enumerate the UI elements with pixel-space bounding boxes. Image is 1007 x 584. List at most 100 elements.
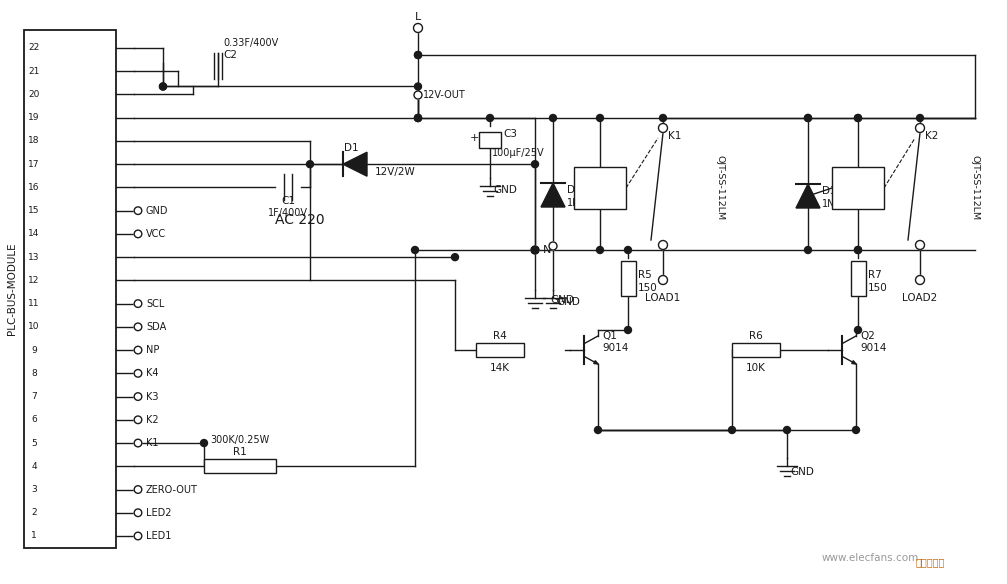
Text: 22: 22 [28,43,39,53]
Bar [832,167,884,209]
Text: 12: 12 [28,276,39,285]
Text: K2: K2 [925,131,939,141]
Text: C2: C2 [223,50,237,60]
Text: L: L [415,12,421,22]
Text: GND: GND [790,467,814,477]
Text: ZERO-OUT: ZERO-OUT [146,485,197,495]
Text: LOAD1: LOAD1 [645,293,681,303]
Circle shape [855,246,862,253]
Circle shape [134,207,142,214]
Circle shape [134,486,142,493]
Text: 9014: 9014 [602,343,628,353]
Text: Q1: Q1 [602,331,617,341]
Circle shape [415,114,422,121]
Text: 2: 2 [31,508,37,517]
Circle shape [134,323,142,331]
Bar [851,260,865,296]
Circle shape [853,426,860,433]
Circle shape [134,439,142,447]
Circle shape [415,51,422,58]
Text: 7: 7 [31,392,37,401]
Text: K3: K3 [146,391,158,402]
Bar [732,343,780,357]
Text: 14K: 14K [490,363,510,373]
Text: R7: R7 [868,270,882,280]
Text: 100μF/25V: 100μF/25V [492,148,545,158]
Text: NP: NP [146,345,159,355]
Text: K1: K1 [146,438,158,448]
Circle shape [415,114,422,121]
Text: 150: 150 [868,283,888,293]
Text: PLC-BUS-MODULE: PLC-BUS-MODULE [7,243,17,335]
Text: 18: 18 [28,137,39,145]
Circle shape [805,246,812,253]
Text: 14: 14 [28,230,39,238]
Text: 15: 15 [28,206,39,215]
Circle shape [415,114,422,121]
Circle shape [728,426,735,433]
Circle shape [915,241,924,249]
Circle shape [596,246,603,253]
Circle shape [134,509,142,517]
Text: 9: 9 [31,346,37,354]
Polygon shape [343,152,367,176]
Bar [574,167,626,209]
Text: SCL: SCL [146,298,164,308]
Circle shape [134,532,142,540]
Text: 1N4148: 1N4148 [567,198,605,208]
Text: 13: 13 [28,253,39,262]
Bar [620,260,635,296]
Circle shape [550,114,557,121]
Text: 12V-OUT: 12V-OUT [423,90,466,100]
Circle shape [414,91,422,99]
Circle shape [414,23,423,33]
Circle shape [596,114,603,121]
Text: AC 220: AC 220 [275,213,325,227]
Text: 11: 11 [28,299,39,308]
Text: OJT-SS-112LM: OJT-SS-112LM [971,155,980,221]
Text: VCC: VCC [146,229,166,239]
Circle shape [415,51,422,58]
Text: 16: 16 [28,183,39,192]
Circle shape [660,114,667,121]
Text: 1F/400V: 1F/400V [268,208,308,218]
Circle shape [624,326,631,333]
Circle shape [134,230,142,238]
Text: 1N4148: 1N4148 [822,199,860,209]
Circle shape [855,114,862,121]
Text: 10: 10 [28,322,39,331]
Circle shape [159,83,166,90]
Circle shape [200,440,207,447]
Text: GND: GND [493,185,517,195]
Polygon shape [594,361,598,364]
Text: R4: R4 [493,331,507,341]
Text: LED2: LED2 [146,507,171,518]
Text: 8: 8 [31,369,37,378]
Text: D2: D2 [567,185,582,195]
Circle shape [855,246,862,253]
Circle shape [134,416,142,423]
Text: Q2: Q2 [860,331,875,341]
Text: 12V/2W: 12V/2W [375,167,416,177]
Text: LED1: LED1 [146,531,171,541]
Text: LOAD2: LOAD2 [902,293,938,303]
Text: C1: C1 [281,196,295,206]
Circle shape [134,370,142,377]
Text: D1: D1 [343,143,358,153]
Circle shape [486,114,493,121]
Circle shape [805,114,812,121]
Circle shape [532,246,539,253]
Circle shape [159,83,166,90]
Text: +: + [469,133,478,143]
Circle shape [624,246,631,253]
Bar [24,30,116,548]
Polygon shape [852,361,856,364]
Circle shape [916,114,923,121]
Bar [204,459,276,473]
Text: 5: 5 [31,439,37,447]
Text: 20: 20 [28,90,39,99]
Text: R5: R5 [638,270,652,280]
Text: K4: K4 [146,369,158,378]
Circle shape [549,242,557,250]
Text: 电子发烧网: 电子发烧网 [915,557,945,567]
